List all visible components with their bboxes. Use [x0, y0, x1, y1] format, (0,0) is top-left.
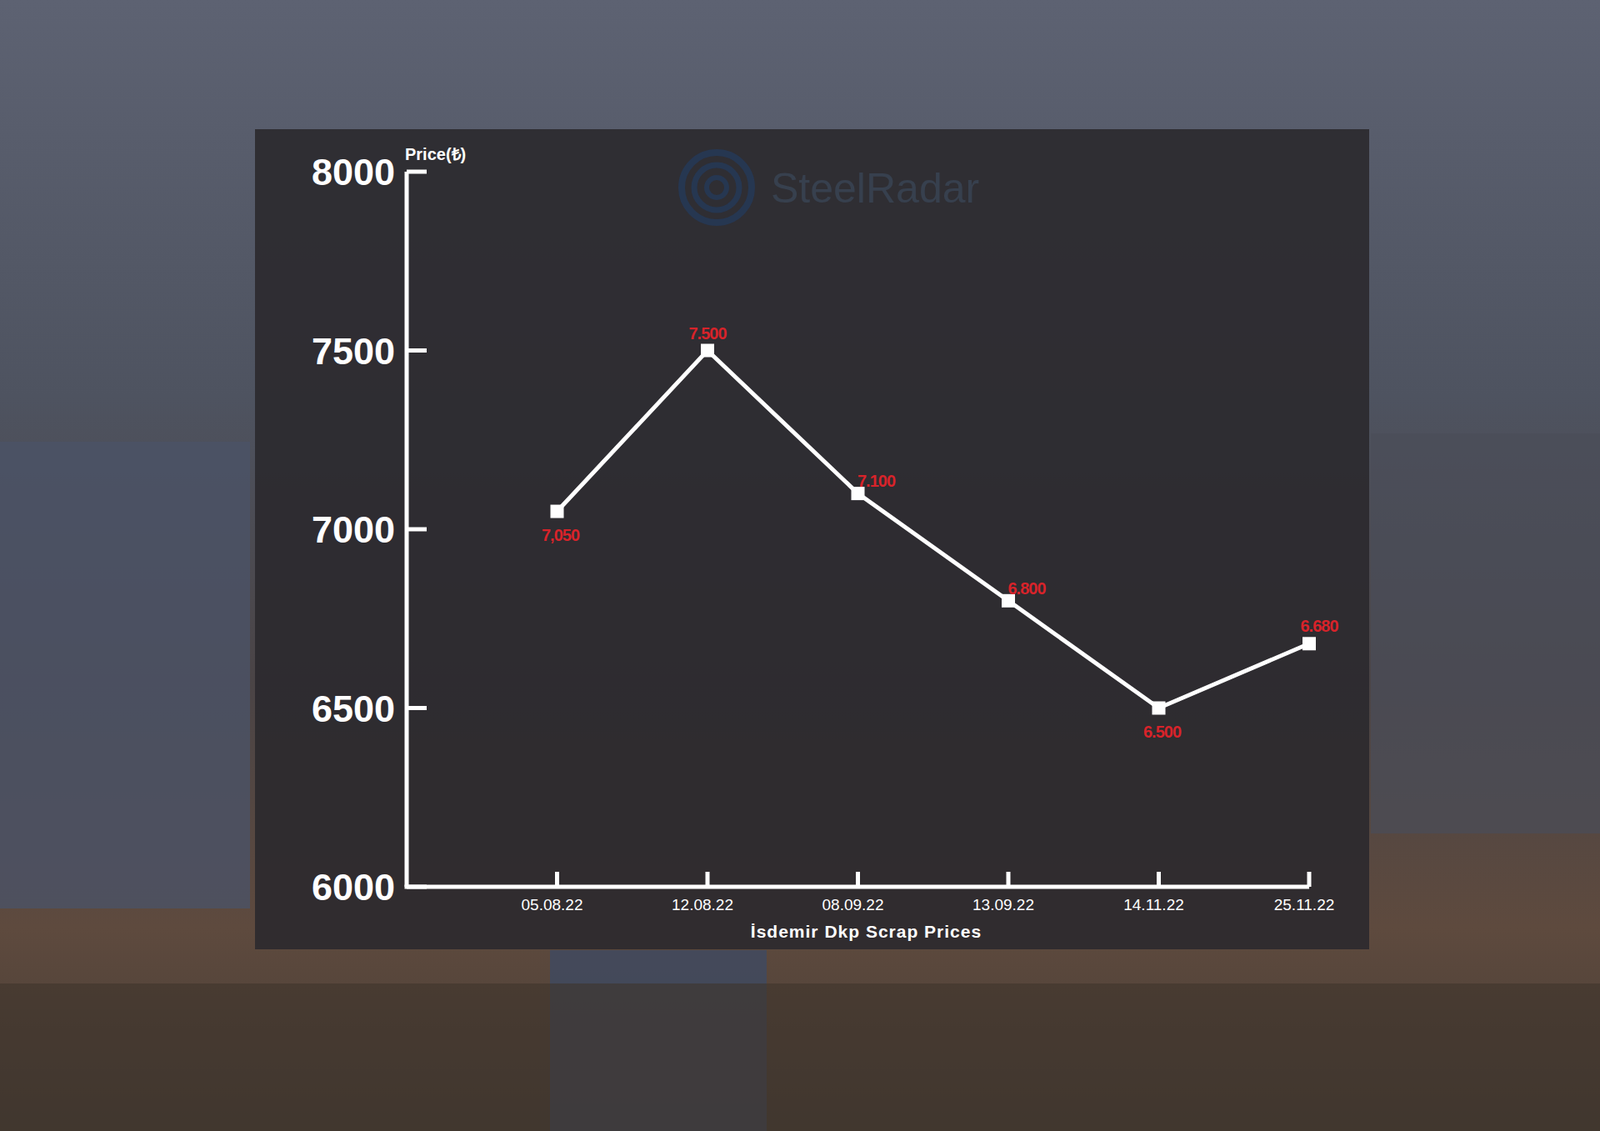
bg-building — [1370, 433, 1600, 834]
line-marker — [1152, 701, 1166, 715]
chart-root: SteelRadar 6000 6500 7000 7500 8000 Price(₺) 05… — [0, 0, 1600, 1131]
x-tick — [705, 871, 710, 887]
line-marker — [550, 505, 565, 519]
watermark: SteelRadar — [681, 152, 980, 223]
x-tick — [855, 871, 860, 887]
x-tick — [1156, 871, 1161, 887]
y-tick-label: 8000 — [311, 150, 395, 194]
x-tick-label: 12.08.22 — [671, 895, 734, 914]
data-label: 6.800 — [1007, 579, 1046, 598]
x-tick — [1006, 871, 1011, 887]
x-tick-label: 08.09.22 — [822, 895, 885, 914]
y-tick-label: 6500 — [311, 687, 395, 730]
watermark-icon — [706, 177, 727, 198]
y-tick-label: 7500 — [311, 330, 395, 373]
watermark-icon — [694, 165, 740, 210]
data-label: 6.500 — [1143, 722, 1182, 741]
x-tick-label: 05.08.22 — [521, 895, 584, 914]
x-axis-title: İsdemir Dkp Scrap Prices — [750, 921, 982, 941]
y-axis-title: Price(₺) — [405, 145, 466, 164]
chart-panel — [255, 129, 1370, 950]
x-tick-label: 13.09.22 — [972, 895, 1035, 914]
data-label: 7,050 — [541, 525, 580, 545]
x-tick — [1307, 871, 1312, 887]
x-tick — [555, 871, 560, 887]
data-label: 7.500 — [688, 324, 727, 343]
bg-building — [0, 441, 250, 909]
y-tick-label: 6000 — [311, 865, 395, 909]
y-tick — [406, 348, 427, 353]
x-tick-label: 14.11.22 — [1123, 895, 1185, 914]
bg-ground — [0, 983, 1600, 1131]
x-tick-label: 25.11.22 — [1274, 895, 1335, 914]
line-marker — [700, 344, 715, 358]
watermark-text: SteelRadar — [770, 165, 980, 212]
y-tick — [406, 705, 427, 710]
line-series — [557, 350, 1310, 709]
plot-marks — [550, 344, 1317, 715]
data-label: 7.100 — [857, 471, 896, 490]
y-tick — [406, 885, 427, 890]
line-marker — [1302, 636, 1316, 650]
y-tick — [406, 170, 427, 175]
data-label: 6.680 — [1300, 616, 1339, 635]
y-tick-label: 7000 — [311, 508, 395, 551]
watermark-icon — [681, 152, 752, 223]
y-tick — [406, 527, 427, 532]
